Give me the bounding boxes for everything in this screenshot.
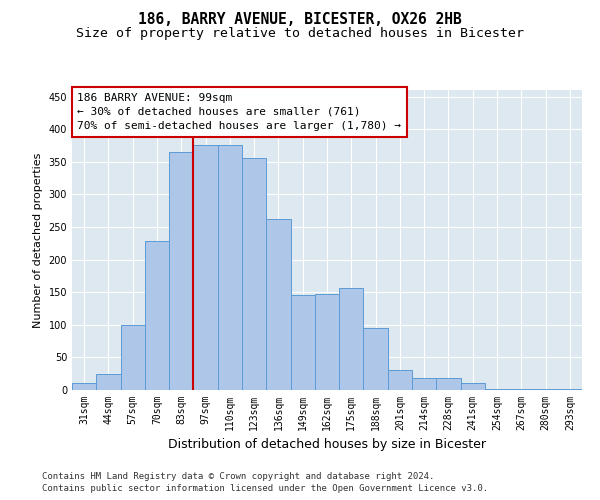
Bar [266,219,290,390]
Text: 186, BARRY AVENUE, BICESTER, OX26 2HB: 186, BARRY AVENUE, BICESTER, OX26 2HB [138,12,462,28]
Text: Contains public sector information licensed under the Open Government Licence v3: Contains public sector information licen… [42,484,488,493]
Text: 186 BARRY AVENUE: 99sqm
← 30% of detached houses are smaller (761)
70% of semi-d: 186 BARRY AVENUE: 99sqm ← 30% of detache… [77,93,401,131]
Bar [339,288,364,390]
Bar [436,378,461,390]
Bar [290,295,315,390]
Bar [388,370,412,390]
Bar [242,158,266,390]
Bar [72,384,96,390]
Bar [364,328,388,390]
Bar [533,388,558,390]
Text: Size of property relative to detached houses in Bicester: Size of property relative to detached ho… [76,28,524,40]
Bar [315,294,339,390]
Bar [145,242,169,390]
X-axis label: Distribution of detached houses by size in Bicester: Distribution of detached houses by size … [168,438,486,452]
Bar [169,152,193,390]
Bar [193,146,218,390]
Bar [461,384,485,390]
Text: Contains HM Land Registry data © Crown copyright and database right 2024.: Contains HM Land Registry data © Crown c… [42,472,434,481]
Bar [558,388,582,390]
Bar [485,388,509,390]
Bar [218,146,242,390]
Bar [412,378,436,390]
Bar [509,388,533,390]
Y-axis label: Number of detached properties: Number of detached properties [33,152,43,328]
Bar [96,374,121,390]
Bar [121,325,145,390]
